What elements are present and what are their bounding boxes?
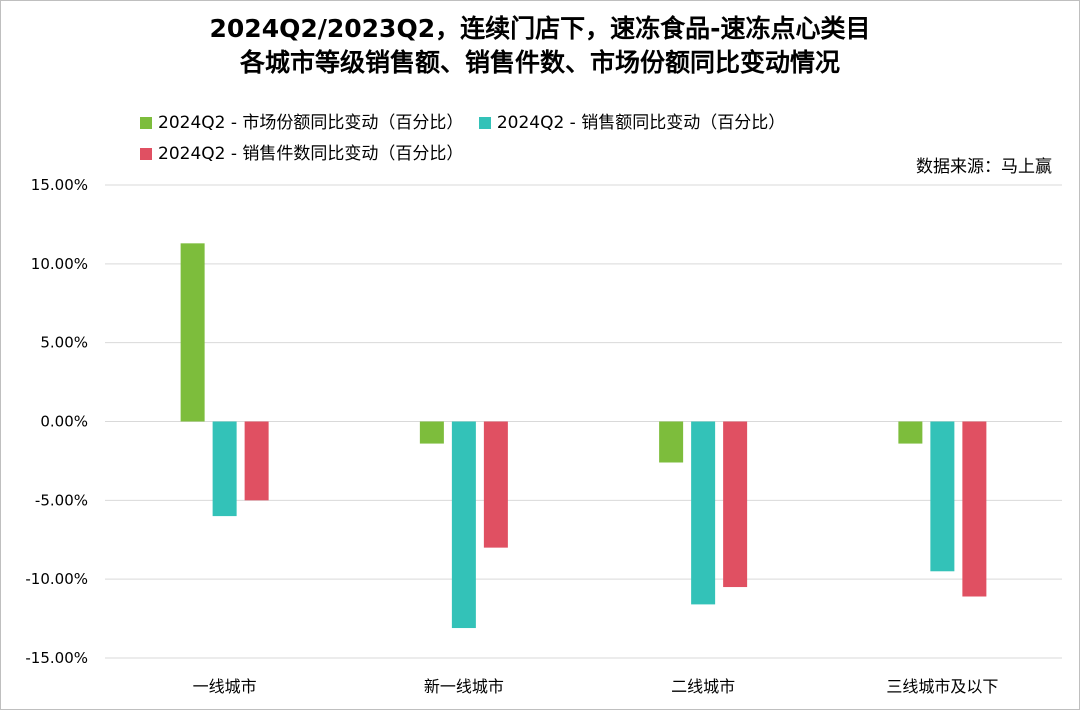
x-category-label: 新一线城市 bbox=[424, 677, 504, 696]
legend-swatch-units bbox=[140, 148, 152, 160]
chart-title-line-1: 2024Q2/2023Q2，连续门店下，速冻食品-速冻点心类目 bbox=[209, 14, 871, 43]
chart-title-line-2: 各城市等级销售额、销售件数、市场份额同比变动情况 bbox=[239, 48, 840, 77]
bar-sales bbox=[212, 421, 237, 517]
bar-units bbox=[723, 421, 748, 588]
y-tick-label: 5.00% bbox=[40, 334, 88, 352]
y-tick-label: 0.00% bbox=[40, 413, 88, 431]
x-category-label: 一线城市 bbox=[193, 677, 257, 696]
bar-market-share bbox=[180, 243, 205, 422]
data-source-note: 数据来源：马上赢 bbox=[916, 157, 1052, 177]
bar-market-share bbox=[898, 421, 923, 444]
legend-item-sales: 2024Q2 - 销售额同比变动（百分比） bbox=[478, 108, 786, 138]
legend-label-sales: 2024Q2 - 销售额同比变动（百分比） bbox=[496, 113, 786, 133]
chart-title: 2024Q2/2023Q2，连续门店下，速冻食品-速冻点心类目 各城市等级销售额… bbox=[0, 12, 1080, 80]
bar-market-share bbox=[659, 421, 684, 463]
y-tick-label: -10.00% bbox=[25, 570, 88, 588]
bar-sales bbox=[451, 421, 476, 629]
x-category-label: 二线城市 bbox=[671, 677, 735, 696]
bar-units bbox=[483, 421, 508, 548]
y-tick-label: 10.00% bbox=[31, 255, 88, 273]
legend-swatch-market-share bbox=[140, 117, 152, 129]
chart-legend: 2024Q2 - 市场份额同比变动（百分比） 2024Q2 - 销售额同比变动（… bbox=[140, 108, 795, 170]
y-tick-label: -15.00% bbox=[25, 649, 88, 667]
legend-item-market-share: 2024Q2 - 市场份额同比变动（百分比） bbox=[140, 108, 463, 138]
bar-units bbox=[244, 421, 269, 501]
bar-units bbox=[962, 421, 987, 597]
legend-item-units: 2024Q2 - 销售件数同比变动（百分比） bbox=[140, 139, 463, 169]
bar-sales bbox=[691, 421, 716, 605]
legend-label-market-share: 2024Q2 - 市场份额同比变动（百分比） bbox=[158, 113, 464, 133]
bar-sales bbox=[930, 421, 955, 572]
legend-label-units: 2024Q2 - 销售件数同比变动（百分比） bbox=[158, 144, 464, 164]
legend-swatch-sales bbox=[478, 117, 491, 129]
y-tick-label: 15.00% bbox=[31, 176, 88, 194]
bar-market-share bbox=[419, 421, 444, 444]
y-tick-label: -5.00% bbox=[35, 491, 88, 509]
x-category-label: 三线城市及以下 bbox=[886, 677, 998, 696]
